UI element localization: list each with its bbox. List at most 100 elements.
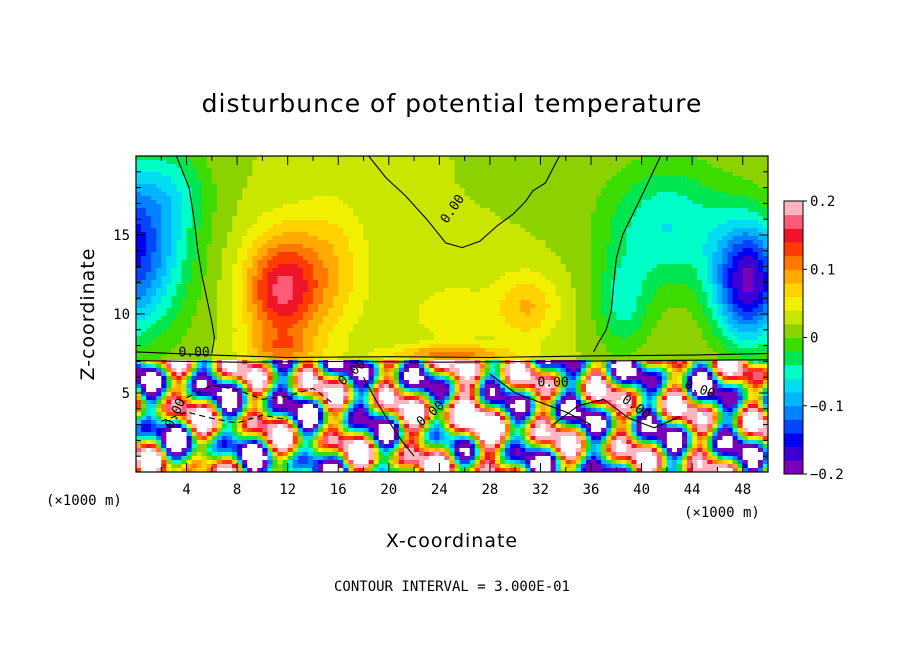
field-cell bbox=[656, 244, 663, 249]
field-cell bbox=[181, 200, 188, 205]
field-cell bbox=[267, 204, 274, 209]
field-cell bbox=[560, 252, 567, 257]
field-cell bbox=[151, 164, 157, 169]
field-cell bbox=[682, 156, 688, 161]
field-cell bbox=[757, 228, 764, 233]
field-cell bbox=[702, 156, 708, 161]
field-cell bbox=[166, 280, 172, 285]
field-cell bbox=[353, 160, 360, 165]
field-cell bbox=[277, 252, 284, 257]
field-cell bbox=[550, 296, 557, 301]
field-cell bbox=[353, 232, 360, 237]
field-cell bbox=[449, 228, 456, 233]
field-cell bbox=[267, 196, 274, 201]
field-cell bbox=[515, 192, 521, 197]
field-cell bbox=[206, 220, 213, 225]
field-cell bbox=[307, 248, 314, 253]
field-cell bbox=[287, 240, 294, 245]
field-cell bbox=[464, 240, 471, 245]
field-cell bbox=[221, 220, 228, 225]
field-cell bbox=[479, 280, 486, 285]
field-cell bbox=[651, 304, 658, 309]
field-cell bbox=[444, 244, 451, 249]
field-cell bbox=[752, 188, 759, 193]
field-cell bbox=[277, 192, 284, 197]
field-cell bbox=[323, 176, 329, 181]
field-cell bbox=[424, 204, 430, 209]
field-cell bbox=[156, 184, 162, 189]
field-cell bbox=[186, 256, 193, 261]
field-cell bbox=[707, 176, 713, 181]
field-cell bbox=[545, 216, 552, 221]
field-cell bbox=[287, 200, 294, 205]
field-cell bbox=[388, 300, 395, 305]
field-cell bbox=[363, 180, 370, 185]
field-cell bbox=[565, 252, 572, 257]
field-cell bbox=[585, 252, 592, 257]
field-cell bbox=[580, 280, 587, 285]
field-cell bbox=[641, 208, 648, 213]
field-cell bbox=[747, 248, 754, 253]
field-cell bbox=[671, 256, 678, 261]
field-cell bbox=[606, 156, 612, 161]
field-cell bbox=[247, 248, 253, 253]
field-cell bbox=[307, 212, 314, 217]
field-cell bbox=[570, 292, 577, 297]
field-cell bbox=[449, 184, 456, 189]
field-cell bbox=[752, 308, 759, 313]
field-cell bbox=[737, 172, 744, 177]
field-cell bbox=[651, 188, 658, 193]
field-cell bbox=[393, 240, 400, 245]
field-cell bbox=[505, 292, 511, 297]
field-cell bbox=[277, 232, 284, 237]
field-cell bbox=[545, 252, 552, 257]
field-cell bbox=[459, 200, 466, 205]
field-cell bbox=[671, 180, 678, 185]
field-cell bbox=[328, 260, 334, 265]
field-cell bbox=[398, 156, 405, 161]
field-cell bbox=[545, 208, 552, 213]
field-cell bbox=[570, 232, 577, 237]
field-cell bbox=[358, 172, 365, 177]
field-cell bbox=[242, 200, 248, 205]
field-cell bbox=[409, 156, 415, 161]
field-cell bbox=[378, 160, 385, 165]
field-cell bbox=[520, 292, 526, 297]
field-cell bbox=[464, 272, 471, 277]
field-cell bbox=[464, 292, 471, 297]
field-cell bbox=[575, 288, 582, 293]
field-cell bbox=[530, 280, 537, 285]
field-cell bbox=[348, 188, 355, 193]
field-cell bbox=[201, 168, 208, 173]
field-cell bbox=[196, 196, 203, 201]
field-cell bbox=[393, 268, 400, 273]
field-cell bbox=[611, 184, 617, 189]
field-cell bbox=[626, 268, 633, 273]
field-cell bbox=[292, 212, 299, 217]
field-cell bbox=[641, 304, 648, 309]
field-cell bbox=[722, 208, 729, 213]
field-cell bbox=[242, 188, 248, 193]
field-cell bbox=[560, 308, 567, 313]
field-cell bbox=[757, 244, 764, 249]
field-cell bbox=[191, 244, 198, 249]
field-cell bbox=[216, 216, 223, 221]
field-cell bbox=[297, 204, 304, 209]
field-cell bbox=[651, 280, 658, 285]
field-cell bbox=[403, 204, 410, 209]
field-cell bbox=[171, 160, 178, 165]
field-cell bbox=[429, 200, 435, 205]
field-cell bbox=[525, 312, 531, 317]
field-cell bbox=[636, 216, 643, 221]
field-cell bbox=[287, 216, 294, 221]
field-cell bbox=[282, 296, 289, 301]
field-cell bbox=[687, 244, 693, 249]
field-cell bbox=[535, 208, 542, 213]
field-cell bbox=[424, 252, 430, 257]
field-cell bbox=[353, 284, 360, 289]
field-cell bbox=[277, 208, 284, 213]
field-cell bbox=[353, 248, 360, 253]
field-cell bbox=[459, 248, 466, 253]
field-cell bbox=[353, 200, 360, 205]
field-cell bbox=[414, 172, 420, 177]
